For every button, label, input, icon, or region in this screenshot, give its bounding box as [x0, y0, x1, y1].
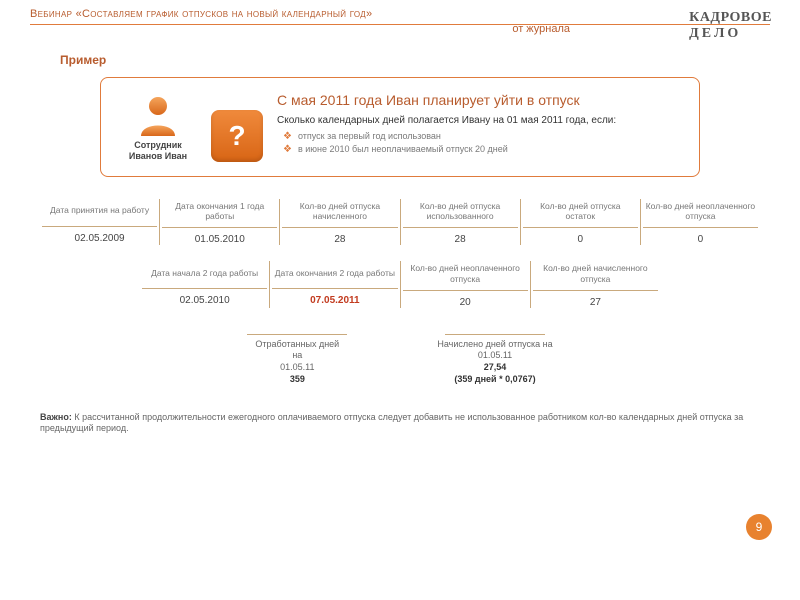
table-col: Кол-во дней неоплаченного отпуска 0	[640, 199, 760, 245]
important-note: Важно: К рассчитанной продолжительности …	[40, 412, 760, 435]
calc-line: Отработанных дней	[247, 339, 347, 351]
col-value: 28	[403, 228, 518, 245]
note-text: К рассчитанной продолжительности ежегодн…	[40, 412, 743, 434]
col-value: 01.05.2010	[162, 228, 277, 245]
col-head: Кол-во дней отпуска остаток	[523, 199, 638, 228]
header-subtitle: от журнала	[0, 23, 800, 35]
col-value: 02.05.2009	[42, 227, 157, 244]
calc-line: 01.05.11	[247, 362, 347, 374]
col-head: Кол-во дней начисленного отпуска	[533, 261, 658, 290]
card-title: С мая 2011 года Иван планирует уйти в от…	[277, 92, 681, 108]
employee-label-1: Сотрудник	[119, 140, 197, 151]
employee-label-2: Иванов Иван	[119, 151, 197, 162]
calc-line: Начислено дней отпуска на	[437, 339, 552, 351]
col-value: 0	[523, 228, 638, 245]
col-head: Дата начала 2 года работы	[142, 261, 267, 289]
card-subtitle: Сколько календарных дней полагается Иван…	[277, 114, 681, 127]
col-value-highlighted: 07.05.2011	[272, 289, 397, 306]
calc-result: 27,54	[437, 362, 552, 374]
calculation-row: Отработанных дней на 01.05.11 359 Начисл…	[120, 334, 680, 386]
page-number-badge: 9	[746, 514, 772, 540]
table-col: Кол-во дней отпуска использованного 28	[400, 199, 520, 245]
brand-logo: КАДРОВОЕ ДЕЛО	[689, 10, 772, 42]
calc-worked-days: Отработанных дней на 01.05.11 359	[247, 334, 347, 386]
table-col: Кол-во дней неоплаченного отпуска 20	[400, 261, 530, 307]
table-col: Дата окончания 1 года работы 01.05.2010	[159, 199, 279, 245]
bullet-2: ❖ в июне 2010 был неоплачиваемый отпуск …	[283, 144, 681, 155]
calc-accrued-days: Начислено дней отпуска на 01.05.11 27,54…	[437, 334, 552, 386]
question-mark-icon: ?	[211, 110, 263, 162]
col-head: Дата окончания 1 года работы	[162, 199, 277, 228]
col-head: Кол-во дней неоплаченного отпуска	[643, 199, 758, 228]
logo-line-1: КАДРОВОЕ	[689, 10, 772, 26]
calc-line: 01.05.11	[437, 350, 552, 362]
col-value: 28	[282, 228, 397, 245]
vacation-table-year2: Дата начала 2 года работы 02.05.2010 Дат…	[140, 261, 660, 307]
table-col: Дата начала 2 года работы 02.05.2010	[140, 261, 269, 307]
vacation-table-year1: Дата принятия на работу 02.05.2009 Дата …	[40, 199, 760, 245]
webinar-title: Вебинар «Составляем график отпусков на н…	[30, 8, 770, 20]
table-col: Кол-во дней отпуска начисленного 28	[279, 199, 399, 245]
bullet-1: ❖ отпуск за первый год использован	[283, 131, 681, 142]
diamond-icon: ❖	[283, 144, 292, 155]
col-value: 0	[643, 228, 758, 245]
col-value: 27	[533, 291, 658, 308]
col-head: Кол-во дней отпуска начисленного	[282, 199, 397, 228]
col-value: 02.05.2010	[142, 289, 267, 306]
bullet-1-text: отпуск за первый год использован	[298, 131, 441, 141]
example-heading: Пример	[60, 53, 800, 67]
col-value: 20	[403, 291, 528, 308]
table-col: Дата принятия на работу 02.05.2009	[40, 199, 159, 245]
calc-result: 359	[247, 374, 347, 386]
avatar-icon	[135, 92, 181, 138]
table-col: Кол-во дней отпуска остаток 0	[520, 199, 640, 245]
col-head: Кол-во дней неоплаченного отпуска	[403, 261, 528, 290]
employee-block: Сотрудник Иванов Иван	[119, 92, 197, 162]
bullet-2-text: в июне 2010 был неоплачиваемый отпуск 20…	[298, 144, 508, 154]
col-head: Дата окончания 2 года работы	[272, 261, 397, 289]
diamond-icon: ❖	[283, 131, 292, 142]
table-col: Дата окончания 2 года работы 07.05.2011	[269, 261, 399, 307]
calc-formula: (359 дней * 0,0767)	[437, 374, 552, 386]
note-label: Важно:	[40, 412, 72, 422]
card-text-block: С мая 2011 года Иван планирует уйти в от…	[277, 92, 681, 157]
logo-line-2: ДЕЛО	[689, 26, 772, 42]
table-col: Кол-во дней начисленного отпуска 27	[530, 261, 660, 307]
col-head: Кол-во дней отпуска использованного	[403, 199, 518, 228]
calc-line: на	[247, 350, 347, 362]
scenario-card: Сотрудник Иванов Иван ? С мая 2011 года …	[100, 77, 700, 177]
col-head: Дата принятия на работу	[42, 199, 157, 227]
